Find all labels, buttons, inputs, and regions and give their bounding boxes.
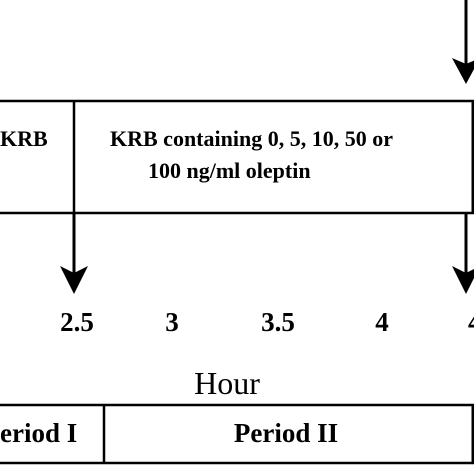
sampling-arrow-icon (60, 213, 88, 294)
treatment-label-line-1: KRB containing 0, 5, 10, 50 or (110, 126, 393, 151)
sampling-arrow-icon (452, 213, 474, 294)
period-1-label: eriod I (0, 418, 77, 448)
treatment-label-line-2: 100 ng/ml oleptin (148, 158, 311, 183)
period-row: eriod I Period II (0, 403, 474, 465)
time-axis-ticks: 2.5 3 3.5 4 4 (60, 307, 474, 337)
sampling-arrow-icon (452, 0, 474, 84)
tick-label: 4 (375, 307, 389, 337)
tick-label: 3.5 (261, 307, 295, 337)
krb-label: KRB (0, 126, 48, 151)
protocol-band: KRB KRB containing 0, 5, 10, 50 or 100 n… (0, 99, 474, 215)
tick-label: 3 (165, 307, 179, 337)
tick-label: 4 (468, 307, 474, 337)
period-2-label: Period II (234, 418, 338, 448)
axis-title: Hour (194, 365, 260, 401)
tick-label: 2.5 (60, 307, 94, 337)
